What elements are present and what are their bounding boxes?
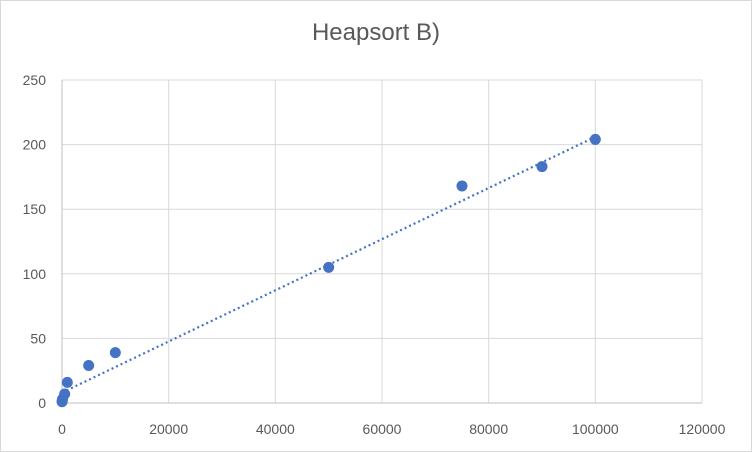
data-point	[109, 347, 121, 359]
y-tick-label: 50	[30, 330, 46, 346]
data-point	[59, 388, 71, 400]
y-tick-label: 100	[23, 266, 47, 282]
x-tick-label: 0	[58, 421, 66, 437]
data-point	[323, 261, 335, 273]
x-tick-label: 100000	[572, 421, 619, 437]
y-tick-label: 250	[23, 72, 47, 88]
y-tick-label: 150	[23, 201, 47, 217]
y-tick-label: 200	[23, 137, 47, 153]
y-tick-label: 0	[38, 395, 46, 411]
x-tick-label: 120000	[679, 421, 726, 437]
data-point	[536, 161, 548, 173]
data-point	[61, 376, 73, 388]
data-point	[456, 180, 468, 192]
x-tick-label: 40000	[256, 421, 295, 437]
chart-title: Heapsort B)	[311, 19, 441, 46]
x-tick-label: 80000	[469, 421, 508, 437]
x-tick-label: 20000	[149, 421, 188, 437]
data-point	[589, 133, 601, 145]
x-tick-label: 60000	[363, 421, 402, 437]
data-point	[83, 360, 95, 372]
